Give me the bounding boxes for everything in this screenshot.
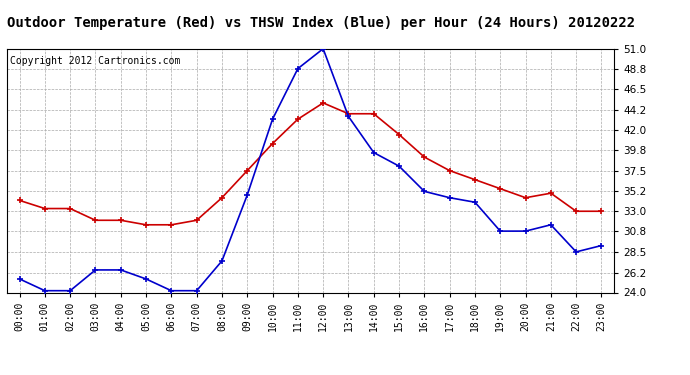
Text: Copyright 2012 Cartronics.com: Copyright 2012 Cartronics.com	[10, 56, 180, 66]
Text: Outdoor Temperature (Red) vs THSW Index (Blue) per Hour (24 Hours) 20120222: Outdoor Temperature (Red) vs THSW Index …	[7, 15, 635, 30]
